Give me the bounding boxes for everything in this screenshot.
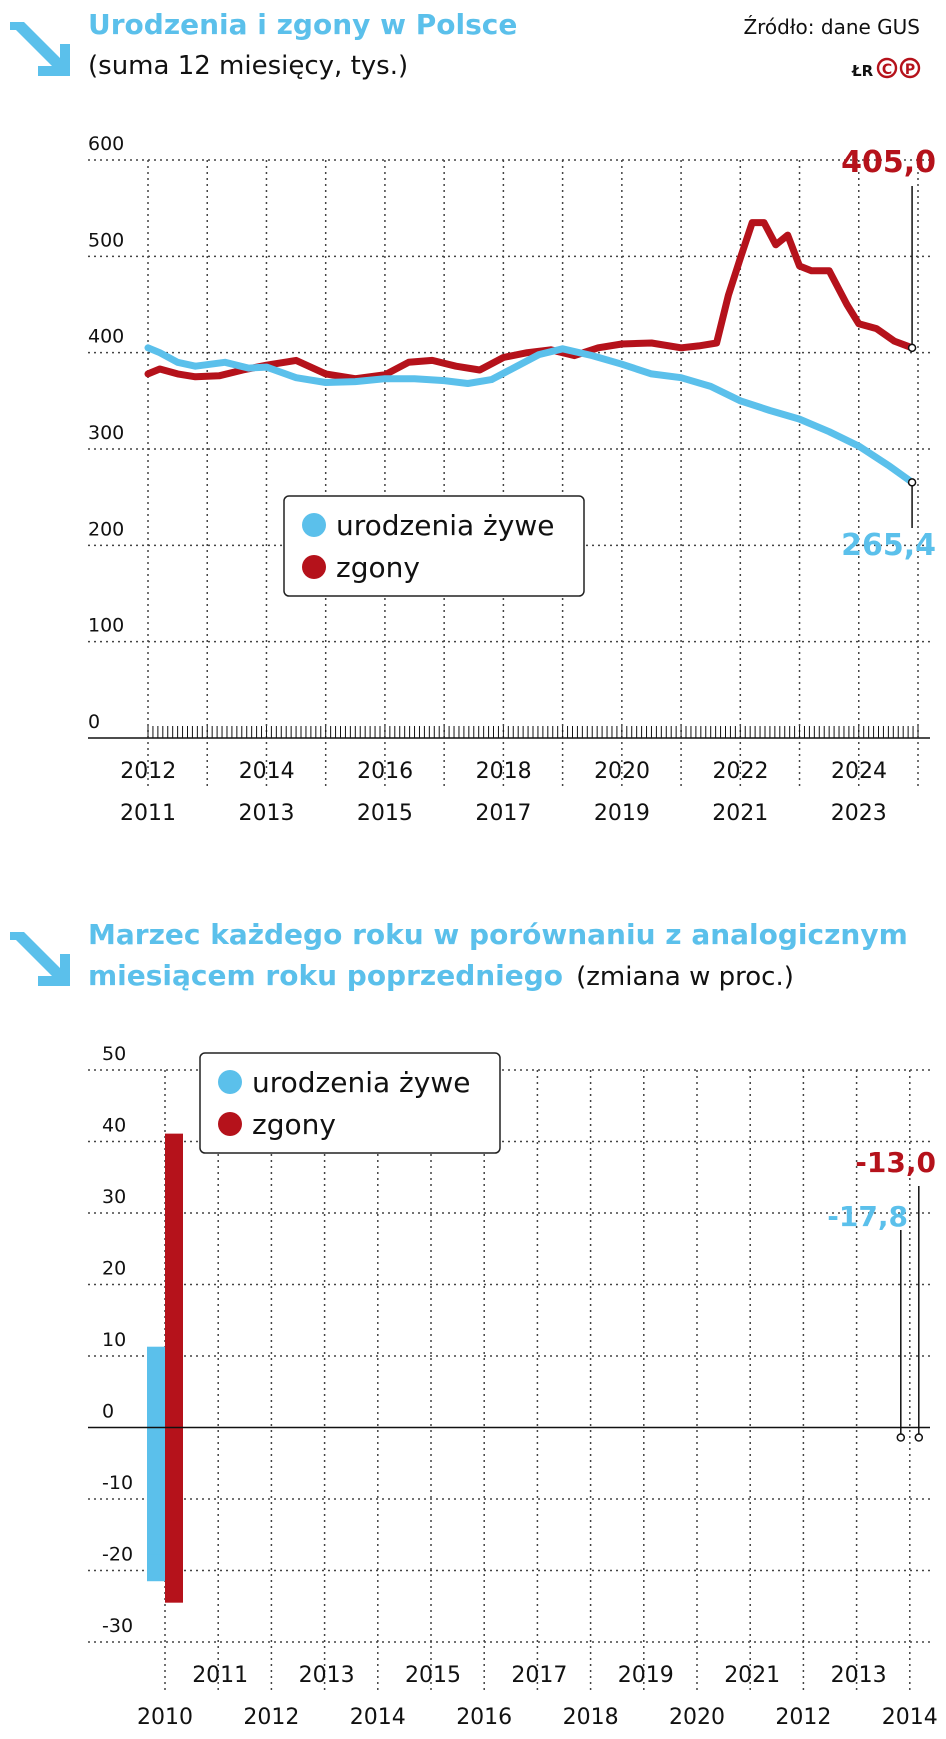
chart2-ytick-label: 0 bbox=[102, 1401, 114, 1423]
chart2-xtick-label: 2014 bbox=[350, 1705, 406, 1730]
chart1-xtick-label: 2012 bbox=[120, 759, 176, 784]
chart1-subtitle: (suma 12 miesięcy, tys.) bbox=[88, 51, 408, 81]
chart1-title: Urodzenia i zgony w Polsce bbox=[88, 8, 517, 41]
chart2-legend: urodzenia żywe zgony bbox=[199, 1052, 501, 1154]
chart2-ytick-label: 50 bbox=[102, 1043, 126, 1065]
chart1-xtick-label: 2019 bbox=[594, 801, 650, 826]
chart1-xtick-label: 2018 bbox=[476, 759, 532, 784]
chart1-xtick-label: 2015 bbox=[357, 801, 413, 826]
legend-births-marker bbox=[302, 513, 326, 537]
chart1-xtick-label: 2022 bbox=[713, 759, 769, 784]
chart2-xtick-label: 2013 bbox=[299, 1663, 355, 1688]
legend2-births-marker bbox=[218, 1070, 242, 1094]
chart2-title-line2: miesiącem roku poprzedniego (zmiana w pr… bbox=[88, 959, 794, 992]
press-rights-icon: P bbox=[899, 57, 921, 79]
chart2-xtick-label: 2013 bbox=[831, 1663, 887, 1688]
chart1-xtick-label: 2023 bbox=[831, 801, 887, 826]
svg-text:P: P bbox=[905, 62, 915, 78]
chart1-xtick-label: 2020 bbox=[594, 759, 650, 784]
svg-text:C: C bbox=[882, 62, 892, 78]
chart1-xtick-label: 2013 bbox=[238, 801, 294, 826]
chart1-deaths-end-label: 405,0 bbox=[841, 145, 936, 180]
chart2-title-line2-bold: miesiącem roku poprzedniego bbox=[88, 959, 563, 992]
chart2-subtitle: (zmiana w proc.) bbox=[576, 962, 794, 992]
chart1-ytick-label: 500 bbox=[88, 229, 124, 251]
chart2-xtick-label: 2010 bbox=[137, 1705, 193, 1730]
chart2-xtick-label: 2012 bbox=[243, 1705, 299, 1730]
chart1-xtick-label: 2024 bbox=[831, 759, 887, 784]
legend-births-label: urodzenia żywe bbox=[336, 509, 554, 542]
chart1-ytick-label: 100 bbox=[88, 615, 124, 637]
chart2-xtick-label: 2020 bbox=[669, 1705, 725, 1730]
chart2-ytick-label: 30 bbox=[102, 1186, 126, 1208]
chart1-xtick-label: 2014 bbox=[239, 759, 295, 784]
chart2-births-end-marker bbox=[896, 1433, 906, 1442]
chart2-bar-births bbox=[147, 1427, 165, 1555]
logo-text: ŁR bbox=[851, 62, 874, 80]
chart2-title-line1: Marzec każdego roku w porównaniu z analo… bbox=[88, 918, 908, 951]
chart1-ytick-label: 0 bbox=[88, 711, 100, 733]
chart1-xtick-label: 2017 bbox=[475, 801, 531, 826]
chart1-births-end-label: 265,4 bbox=[841, 528, 936, 563]
chart2-bar-deaths bbox=[165, 1133, 183, 1428]
legend2-deaths-label: zgony bbox=[252, 1108, 336, 1141]
chart1-ytick-label: 400 bbox=[88, 326, 124, 348]
chart1-births-end-marker bbox=[907, 478, 917, 487]
legend-deaths-label: zgony bbox=[336, 551, 420, 584]
chart1-ytick-label: 600 bbox=[88, 133, 124, 155]
chart1-xtick-label: 2011 bbox=[120, 801, 176, 826]
chart2-xtick-label: 2018 bbox=[563, 1705, 619, 1730]
chart1-xtick-label: 2016 bbox=[357, 759, 413, 784]
chart2-deaths-end-label: -13,0 bbox=[855, 1146, 936, 1179]
chart1-plot: 0 100 200 300 400 500 600 2012 2014 2016 2018 2020 2… bbox=[88, 133, 936, 826]
chart2-xtick-label: 2014 bbox=[882, 1705, 938, 1730]
chart2-ytick-label: 40 bbox=[102, 1115, 126, 1137]
legend-deaths-marker bbox=[302, 555, 326, 579]
legend2-births-label: urodzenia żywe bbox=[252, 1066, 470, 1099]
chart2-xtick-label: 2011 bbox=[192, 1663, 248, 1688]
source-label: Źródło: dane GUS bbox=[743, 15, 920, 39]
chart2-ytick-label: 10 bbox=[102, 1329, 126, 1351]
chart1-ytick-label: 300 bbox=[88, 422, 124, 444]
chart2-xtick-label: 2017 bbox=[511, 1663, 567, 1688]
chart2-bar-deaths bbox=[165, 1427, 183, 1521]
chart2-ytick-label: -30 bbox=[102, 1615, 133, 1637]
chart1-deaths-end-marker bbox=[907, 343, 917, 353]
chart1-series-deaths-line bbox=[144, 219, 916, 383]
copyright-icon: C bbox=[876, 57, 898, 79]
chart2-births-end-label: -17,8 bbox=[827, 1200, 908, 1233]
chart2-bar-births bbox=[147, 1346, 165, 1428]
chart2-xtick-label: 2019 bbox=[618, 1663, 674, 1688]
chart1-series-births-line bbox=[144, 344, 916, 486]
chart2-ytick-label: -20 bbox=[102, 1544, 133, 1566]
chart2-xtick-label: 2016 bbox=[456, 1705, 512, 1730]
chart1-legend: urodzenia żywe zgony bbox=[283, 495, 585, 597]
chart2-ytick-label: 20 bbox=[102, 1258, 126, 1280]
chart1-xtick-label: 2021 bbox=[712, 801, 768, 826]
arrow-icon bbox=[10, 22, 70, 76]
legend2-deaths-marker bbox=[218, 1112, 242, 1136]
chart2-plot: -30 -20 -10 0 10 20 30 40 50 2010 2012 2014 2016 2018… bbox=[88, 1043, 938, 1730]
chart2-deaths-end-marker bbox=[914, 1433, 924, 1442]
chart2-xtick-label: 2012 bbox=[775, 1705, 831, 1730]
chart2-ytick-label: -10 bbox=[102, 1472, 133, 1494]
arrow-icon-2 bbox=[10, 932, 70, 986]
chart2-xtick-label: 2015 bbox=[405, 1663, 461, 1688]
chart2-xtick-label: 2021 bbox=[724, 1663, 780, 1688]
chart1-ytick-label: 200 bbox=[88, 518, 124, 540]
